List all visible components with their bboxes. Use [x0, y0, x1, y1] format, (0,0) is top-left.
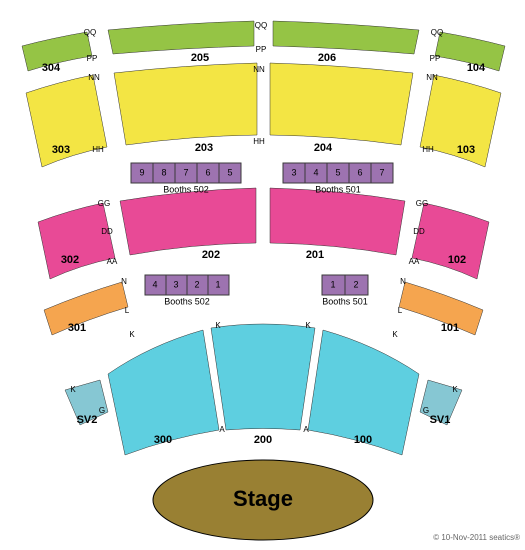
svg-text:205: 205	[191, 52, 209, 64]
svg-text:7: 7	[379, 167, 384, 177]
svg-text:4: 4	[152, 279, 157, 289]
section-204[interactable]: 204	[270, 63, 413, 154]
copyright: © 10-Nov-2011 seatics®	[433, 533, 520, 542]
stage: Stage	[153, 460, 373, 540]
svg-text:5: 5	[335, 167, 340, 177]
svg-text:PP: PP	[256, 45, 267, 54]
svg-text:Booths 502: Booths 502	[163, 184, 209, 194]
svg-text:203: 203	[195, 142, 213, 154]
stage-label: Stage	[233, 486, 293, 511]
svg-text:Booths 502: Booths 502	[164, 296, 210, 306]
svg-text:9: 9	[139, 167, 144, 177]
seating-chart: Stage SV2 K G SV1 K G 300 200 A A 100 K …	[0, 0, 525, 550]
svg-text:K: K	[129, 330, 135, 339]
section-sv1[interactable]: SV1 K G	[420, 380, 462, 426]
svg-text:HH: HH	[253, 137, 265, 146]
svg-text:200: 200	[254, 434, 272, 446]
svg-text:QQ: QQ	[255, 21, 267, 30]
section-203[interactable]: 203	[114, 63, 257, 154]
svg-text:1: 1	[330, 279, 335, 289]
section-304[interactable]: 304	[22, 32, 92, 74]
section-101[interactable]: 101 L N	[398, 277, 483, 335]
svg-text:206: 206	[318, 52, 336, 64]
section-205[interactable]: 205	[108, 21, 254, 64]
svg-text:K: K	[392, 330, 398, 339]
svg-text:7: 7	[183, 167, 188, 177]
booths-502-lower[interactable]: 4 3 2 1 Booths 502	[145, 275, 229, 306]
svg-text:201: 201	[306, 249, 324, 261]
section-201[interactable]: 201	[270, 188, 405, 261]
section-303[interactable]: 303	[26, 75, 107, 167]
section-100[interactable]: 100	[308, 330, 419, 455]
svg-text:2: 2	[194, 279, 199, 289]
section-206[interactable]: 206	[273, 21, 419, 64]
svg-text:3: 3	[291, 167, 296, 177]
section-202[interactable]: 202	[120, 188, 256, 261]
svg-text:6: 6	[357, 167, 362, 177]
section-300[interactable]: 300	[108, 330, 219, 455]
section-301[interactable]: 301 L N	[44, 277, 130, 335]
svg-text:6: 6	[205, 167, 210, 177]
booths-501-lower[interactable]: 1 2 Booths 501	[322, 275, 368, 306]
section-200[interactable]: 200 A A	[211, 324, 315, 446]
svg-text:A: A	[219, 425, 225, 434]
svg-text:202: 202	[202, 249, 220, 261]
svg-text:204: 204	[314, 142, 333, 154]
section-302[interactable]: 302	[38, 203, 115, 279]
svg-text:1: 1	[215, 279, 220, 289]
svg-text:Booths 501: Booths 501	[315, 184, 361, 194]
svg-text:3: 3	[173, 279, 178, 289]
svg-text:8: 8	[161, 167, 166, 177]
section-103[interactable]: 103	[420, 75, 501, 167]
section-104[interactable]: 104	[435, 32, 505, 74]
svg-text:5: 5	[227, 167, 232, 177]
svg-text:4: 4	[313, 167, 318, 177]
svg-text:2: 2	[353, 279, 358, 289]
section-sv2[interactable]: SV2 K G	[65, 380, 108, 426]
svg-text:Booths 501: Booths 501	[322, 296, 368, 306]
section-102[interactable]: 102	[412, 203, 489, 279]
